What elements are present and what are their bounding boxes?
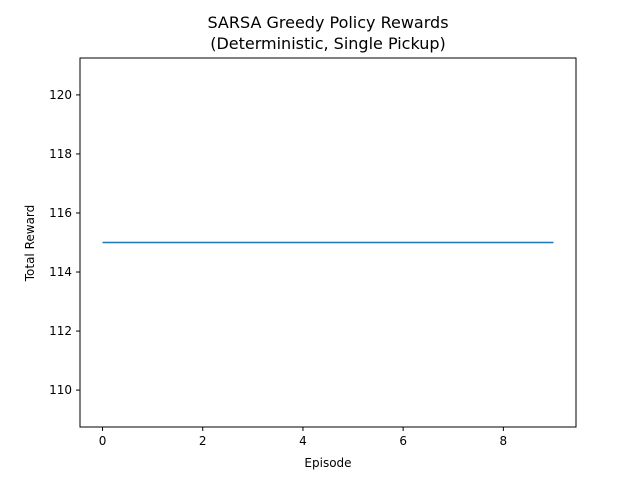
y-tick-label: 112	[49, 324, 72, 338]
x-axis: 0 2 4 6 8	[99, 427, 507, 448]
y-axis-label: Total Reward	[23, 205, 37, 283]
y-tick-label: 118	[49, 147, 72, 161]
y-axis: 110 112 114 116 118 120	[49, 88, 80, 397]
y-tick-label: 120	[49, 88, 72, 102]
plot-area	[79, 57, 577, 428]
x-tick-label: 8	[500, 434, 508, 448]
x-tick-label: 2	[199, 434, 207, 448]
y-tick-label: 110	[49, 383, 72, 397]
y-tick-label: 114	[49, 265, 72, 279]
chart-subtitle: (Deterministic, Single Pickup)	[210, 34, 446, 53]
y-tick-label: 116	[49, 206, 72, 220]
x-tick-label: 4	[299, 434, 307, 448]
x-tick-label: 6	[399, 434, 407, 448]
x-tick-label: 0	[99, 434, 107, 448]
chart-title: SARSA Greedy Policy Rewards	[207, 13, 448, 32]
x-axis-label: Episode	[304, 456, 351, 470]
